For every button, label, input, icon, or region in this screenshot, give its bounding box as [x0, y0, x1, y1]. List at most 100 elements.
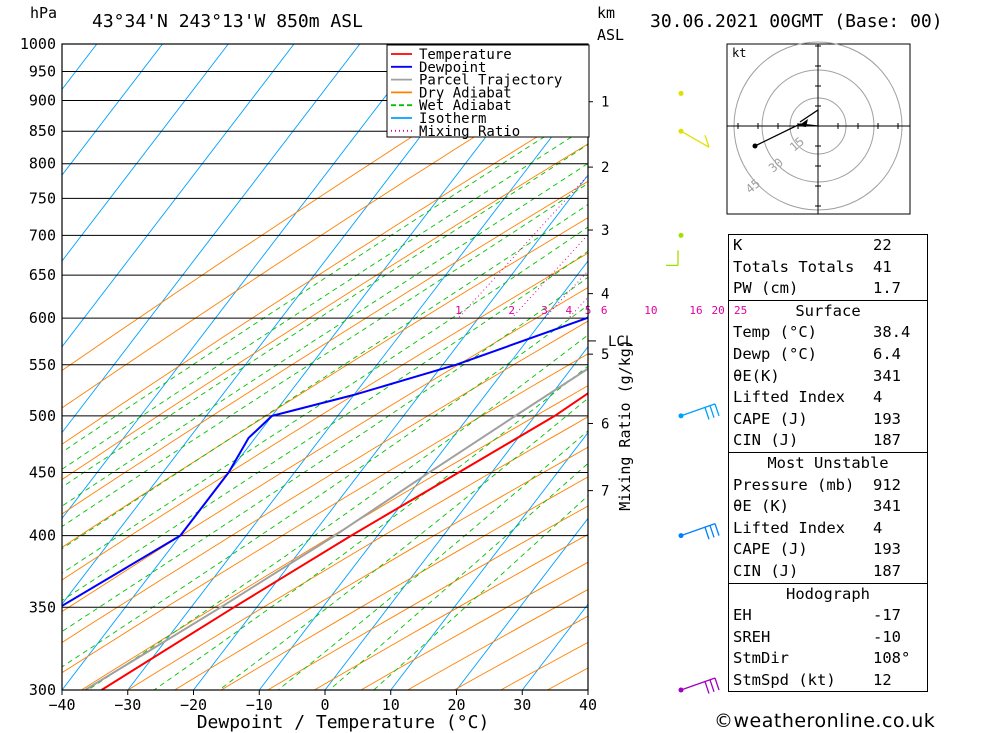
- index-label: θE (K): [733, 497, 789, 516]
- temperature-tick-label: −10: [246, 696, 273, 714]
- isotherm-line: [62, 44, 492, 605]
- height-tick-label: 4: [601, 287, 609, 303]
- pressure-tick-label: 800: [29, 155, 56, 173]
- pressure-tick-label: 650: [29, 266, 56, 284]
- parcel-trajectory-profile: [84, 367, 588, 690]
- isotherm-line: [62, 44, 361, 434]
- index-value: -10: [873, 627, 901, 646]
- isotherm-line: [193, 174, 588, 690]
- pressure-tick-label: 500: [29, 407, 56, 425]
- wind-barb-feather: [714, 403, 720, 417]
- dry-adiabat-line: [62, 353, 588, 674]
- index-row: K 22: [729, 235, 927, 257]
- height-tick-label: 7: [601, 484, 609, 500]
- wind-barb-feather: [709, 405, 715, 418]
- height-tick-label: 2: [601, 160, 609, 176]
- pressure-tick-label: 550: [29, 356, 56, 374]
- wet-adiabat-line: [329, 462, 588, 690]
- basic-indices: K 22 Totals Totals 41 PW (cm) 1.7: [729, 235, 927, 301]
- legend-label: Dry Adiabat: [419, 85, 512, 101]
- pressure-tick-label: 900: [29, 92, 56, 110]
- wind-barb: [666, 250, 679, 267]
- dry-adiabat-line: [220, 476, 588, 690]
- pressure-unit-label: hPa: [30, 4, 57, 22]
- height-tick-label: 3: [601, 223, 609, 239]
- temperature-tick-label: −30: [114, 696, 141, 714]
- isotherm-line: [456, 517, 588, 690]
- hodograph-indices: Hodograph EH -17 SREH -10 StmDir 108° StmSpd (k…: [729, 584, 927, 692]
- index-value: 12: [873, 670, 892, 689]
- x-axis-title: Dewpoint / Temperature (°C): [197, 712, 490, 733]
- indices-table: K 22 Totals Totals 41 PW (cm) 1.7 Surface Temp…: [728, 234, 928, 693]
- index-label: EH: [733, 606, 752, 625]
- legend-label: Temperature: [419, 47, 512, 63]
- isotherm-line: [0, 44, 31, 690]
- index-label: CIN (J): [733, 431, 799, 450]
- hodograph-trace: [754, 108, 819, 147]
- dry-adiabat-line: [62, 64, 588, 409]
- temperature-tick-label: −20: [180, 696, 207, 714]
- legend-label: Dewpoint: [419, 60, 486, 76]
- isotherm-line: [62, 44, 163, 176]
- index-value: 1.7: [873, 279, 901, 298]
- index-value: 22: [873, 236, 892, 254]
- mixing-ratio-label: 20: [711, 304, 724, 317]
- datetime-title: 30.06.2021 00GMT (Base: 00): [650, 11, 943, 32]
- index-row: θE(K) 341: [729, 366, 927, 388]
- index-row: Lifted Index 4: [729, 387, 927, 409]
- wind-barb: [680, 523, 720, 540]
- index-label: θE(K): [733, 366, 780, 385]
- index-value: 193: [873, 540, 901, 559]
- mixing-ratio-label: 10: [644, 304, 657, 317]
- isotherm-line: [324, 346, 588, 690]
- isotherm-line: [62, 44, 295, 348]
- index-label: Lifted Index: [733, 388, 845, 407]
- index-value: 6.4: [873, 344, 901, 363]
- mixing-ratio-label: 1: [455, 304, 462, 317]
- isotherm-line: [62, 44, 558, 690]
- pressure-tick-label: 950: [29, 63, 56, 81]
- wind-barb-dot: [678, 90, 684, 96]
- height-tick-label: 5: [601, 347, 609, 363]
- mixing-ratio-label: 2: [508, 304, 515, 317]
- temperature-tick-label: 10: [382, 696, 400, 714]
- index-row: EH -17: [729, 605, 927, 627]
- wet-adiabat-line: [62, 125, 588, 470]
- index-value: -17: [873, 606, 901, 625]
- legend-label: Isotherm: [419, 111, 486, 127]
- legend-label: Wet Adiabat: [419, 98, 512, 114]
- wet-adiabat-line: [62, 162, 588, 507]
- pressure-tick-label: 450: [29, 463, 56, 481]
- copyright: ©weatheronline.co.uk: [714, 710, 936, 732]
- index-row: Totals Totals 41: [729, 257, 927, 279]
- index-row: Temp (°C) 38.4: [729, 322, 927, 344]
- hodograph-arrow: [798, 119, 808, 127]
- pressure-tick-label: 1000: [20, 35, 56, 53]
- mixing-ratio-axis-title: Mixing Ratio (g/kg): [616, 339, 634, 511]
- dry-adiabat-line: [62, 320, 588, 644]
- wind-barb: [680, 403, 720, 420]
- index-label: CAPE (J): [733, 409, 808, 428]
- wind-barb-feather: [714, 677, 720, 691]
- height-unit-label: km: [597, 4, 615, 22]
- legend-label: Mixing Ratio: [419, 124, 520, 140]
- index-value: 912: [873, 475, 901, 494]
- legend-label: Parcel Trajectory: [419, 73, 562, 89]
- legend-box: [386, 44, 590, 138]
- index-label: Totals Totals: [733, 257, 855, 276]
- wind-barb: [680, 130, 710, 148]
- index-row: CIN (J) 187: [729, 561, 927, 583]
- index-row: Pressure (mb) 912: [729, 475, 927, 497]
- mixing-ratio-label: 25: [734, 304, 747, 317]
- wind-barb-feather: [704, 407, 710, 420]
- index-label: StmDir: [733, 649, 789, 668]
- surface-indices: Surface Temp (°C) 38.4 Dewp (°C) 6.4 θE(K) 341…: [729, 301, 927, 453]
- index-label: K: [733, 236, 743, 254]
- temperature-tick-label: 0: [320, 696, 329, 714]
- mixing-ratio-label: 16: [689, 304, 702, 317]
- isotherm-line: [127, 88, 588, 690]
- index-value: 341: [873, 366, 901, 385]
- index-row: CIN (J) 187: [729, 430, 927, 452]
- index-row: CAPE (J) 193: [729, 539, 927, 561]
- wind-barb-staff: [680, 677, 716, 691]
